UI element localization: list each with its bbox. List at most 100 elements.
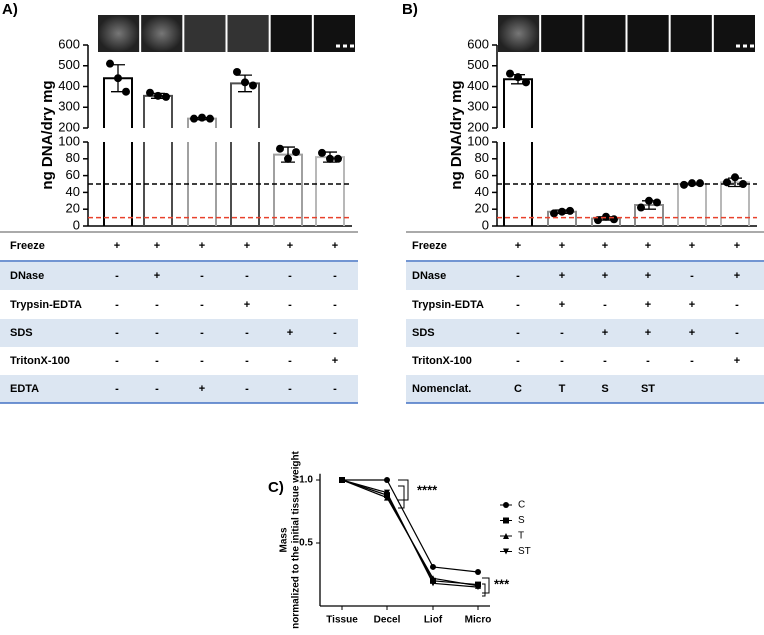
annotation: *** bbox=[494, 576, 510, 591]
row-label: TritonX-100 bbox=[10, 355, 70, 367]
data-point bbox=[514, 73, 522, 82]
table-cell: - bbox=[690, 355, 694, 367]
table-cell: + bbox=[199, 240, 205, 252]
y-tick-label: 400 bbox=[58, 78, 80, 93]
data-point bbox=[339, 477, 345, 483]
y-tick-label: 40 bbox=[475, 184, 489, 199]
row-label: SDS bbox=[10, 327, 33, 339]
row-label: SDS bbox=[412, 327, 435, 339]
y-tick-label: 0 bbox=[482, 217, 489, 232]
bar bbox=[143, 94, 173, 226]
y-tick-label: 100 bbox=[467, 133, 489, 148]
row-label: Freeze bbox=[412, 240, 447, 252]
table-cell: - bbox=[288, 299, 292, 311]
data-point bbox=[653, 198, 661, 207]
table-cell: - bbox=[200, 327, 204, 339]
bar bbox=[103, 77, 133, 226]
data-point bbox=[276, 144, 284, 153]
panel-label: B) bbox=[402, 1, 418, 18]
y-tick-label: 0 bbox=[73, 217, 80, 232]
table-cell: + bbox=[645, 299, 651, 311]
micrograph bbox=[98, 15, 140, 52]
data-point bbox=[241, 78, 249, 87]
table-cell: - bbox=[735, 299, 739, 311]
table-cell: - bbox=[735, 327, 739, 339]
series-line bbox=[341, 479, 479, 588]
table-cell: + bbox=[734, 355, 740, 367]
bracket bbox=[482, 577, 490, 597]
micrograph bbox=[270, 15, 312, 52]
row-shade bbox=[0, 262, 358, 290]
table-cell: - bbox=[690, 270, 694, 282]
data-point bbox=[550, 209, 558, 218]
table-cell: + bbox=[645, 240, 651, 252]
data-point bbox=[326, 154, 334, 163]
row-shade bbox=[0, 319, 358, 347]
data-point bbox=[696, 179, 704, 188]
micrograph bbox=[313, 15, 355, 52]
table-cell: - bbox=[115, 355, 119, 367]
table-cell: - bbox=[333, 327, 337, 339]
table-cell: + bbox=[645, 270, 651, 282]
data-point bbox=[334, 154, 342, 163]
legend-label: T bbox=[518, 531, 524, 542]
y-tick-label: 40 bbox=[66, 184, 80, 199]
table-cell: - bbox=[155, 327, 159, 339]
data-point bbox=[506, 69, 514, 78]
micrograph bbox=[627, 15, 669, 52]
y-tick-label: 20 bbox=[475, 201, 489, 216]
bar bbox=[503, 78, 533, 226]
table-cell: + bbox=[287, 240, 293, 252]
row-label: Freeze bbox=[10, 240, 45, 252]
data-point bbox=[723, 178, 731, 187]
data-point bbox=[190, 114, 198, 123]
bar bbox=[720, 181, 750, 226]
y-tick-label: 200 bbox=[58, 119, 80, 134]
y-axis-title: Mass bbox=[279, 527, 290, 552]
row-shade bbox=[406, 375, 764, 403]
table-cell: - bbox=[245, 270, 249, 282]
y-axis-title: ng DNA/dry mg bbox=[39, 80, 56, 189]
row-label: Trypsin-EDTA bbox=[10, 299, 82, 311]
table-cell: + bbox=[515, 240, 521, 252]
table-cell: - bbox=[603, 299, 607, 311]
bar bbox=[187, 117, 217, 226]
data-point bbox=[114, 74, 122, 83]
table-cell: + bbox=[689, 240, 695, 252]
y-tick-label: 500 bbox=[467, 57, 489, 72]
data-point bbox=[602, 212, 610, 221]
x-tick-label: Decel bbox=[374, 615, 401, 626]
y-tick-label: 200 bbox=[467, 119, 489, 134]
legend-marker bbox=[503, 548, 509, 555]
data-point bbox=[430, 563, 436, 570]
data-point bbox=[249, 81, 257, 90]
y-tick-label: 400 bbox=[467, 78, 489, 93]
micrograph bbox=[498, 15, 540, 52]
data-point bbox=[475, 584, 481, 591]
micrograph bbox=[141, 15, 183, 52]
legend-marker bbox=[503, 502, 509, 508]
table-cell: + bbox=[287, 327, 293, 339]
table-cell: - bbox=[516, 355, 520, 367]
table-cell: - bbox=[155, 299, 159, 311]
micrograph bbox=[184, 15, 226, 52]
bracket bbox=[398, 479, 409, 509]
micrograph bbox=[713, 15, 755, 52]
x-tick-label: Liof bbox=[424, 615, 443, 626]
data-point bbox=[522, 78, 530, 87]
table-cell: - bbox=[646, 355, 650, 367]
data-point bbox=[558, 207, 566, 216]
x-tick-label: Micro bbox=[465, 615, 492, 626]
table-cell: + bbox=[154, 240, 160, 252]
table-cell: + bbox=[332, 355, 338, 367]
table-cell: - bbox=[115, 270, 119, 282]
y-tick-label: 300 bbox=[58, 99, 80, 114]
legend-marker bbox=[503, 517, 509, 524]
y-tick-label: 1.0 bbox=[299, 475, 313, 486]
data-point bbox=[233, 67, 241, 76]
table-cell: - bbox=[516, 270, 520, 282]
data-point bbox=[430, 580, 436, 587]
table-cell: - bbox=[115, 383, 119, 395]
row-label: TritonX-100 bbox=[412, 355, 472, 367]
